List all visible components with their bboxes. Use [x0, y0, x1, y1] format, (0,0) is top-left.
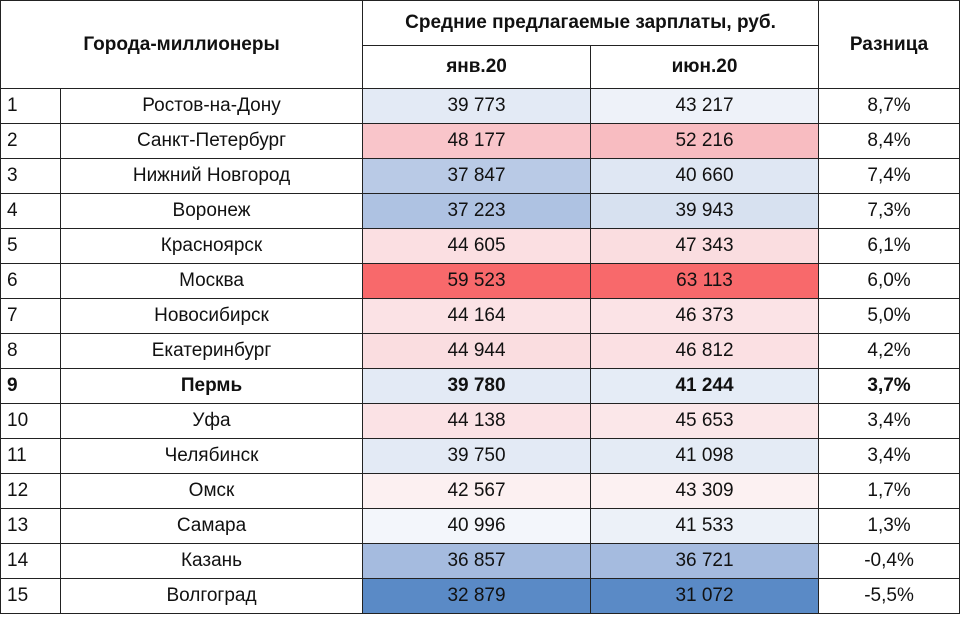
table-row: 1 Ростов-на-Дону 39 773 43 217 8,7%: [0, 88, 960, 124]
row-number: 12: [0, 473, 61, 509]
jun-salary: 43 217: [590, 88, 820, 124]
city-name: Пермь: [59, 368, 364, 404]
table-row: 4 Воронеж 37 223 39 943 7,3%: [0, 193, 960, 229]
jun-salary: 41 244: [590, 368, 820, 404]
difference-value: 1,7%: [818, 473, 960, 509]
jan-salary: 44 164: [362, 298, 592, 334]
difference-value: 8,4%: [818, 123, 960, 159]
difference-value: -5,5%: [818, 578, 960, 614]
city-name: Воронеж: [59, 193, 364, 229]
table-row: 3 Нижний Новгород 37 847 40 660 7,4%: [0, 158, 960, 194]
row-number: 8: [0, 333, 61, 369]
jan-salary: 36 857: [362, 543, 592, 579]
cities-header: Города-миллионеры: [0, 0, 364, 89]
row-number: 7: [0, 298, 61, 334]
table-row: 5 Красноярск 44 605 47 343 6,1%: [0, 228, 960, 264]
jun-salary: 41 098: [590, 438, 820, 474]
difference-value: 8,7%: [818, 88, 960, 124]
table-body: 1 Ростов-на-Дону 39 773 43 217 8,7% 2 Санкт-Пе…: [0, 88, 960, 614]
difference-value: 7,3%: [818, 193, 960, 229]
difference-value: 3,4%: [818, 403, 960, 439]
difference-value: 3,4%: [818, 438, 960, 474]
jan-salary: 42 567: [362, 473, 592, 509]
jan-salary: 40 996: [362, 508, 592, 544]
row-number: 5: [0, 228, 61, 264]
difference-value: 1,3%: [818, 508, 960, 544]
table-row: 2 Санкт-Петербург 48 177 52 216 8,4%: [0, 123, 960, 159]
jan-salary: 44 605: [362, 228, 592, 264]
salaries-header: Средние предлагаемые зарплаты, руб.: [362, 0, 820, 46]
table-row: 15 Волгоград 32 879 31 072 -5,5%: [0, 578, 960, 614]
jan-salary: 39 750: [362, 438, 592, 474]
jun-salary: 43 309: [590, 473, 820, 509]
difference-value: 3,7%: [818, 368, 960, 404]
city-name: Казань: [59, 543, 364, 579]
jan-salary: 37 223: [362, 193, 592, 229]
jun-salary: 45 653: [590, 403, 820, 439]
row-number: 13: [0, 508, 61, 544]
row-number: 15: [0, 578, 61, 614]
city-name: Уфа: [59, 403, 364, 439]
row-number: 14: [0, 543, 61, 579]
jun-salary: 36 721: [590, 543, 820, 579]
salary-table: Города-миллионеры Средние предлагаемые з…: [0, 0, 960, 614]
difference-value: -0,4%: [818, 543, 960, 579]
jan-salary: 48 177: [362, 123, 592, 159]
row-number: 3: [0, 158, 61, 194]
jun-salary: 46 373: [590, 298, 820, 334]
table-row: 6 Москва 59 523 63 113 6,0%: [0, 263, 960, 299]
jun-salary: 31 072: [590, 578, 820, 614]
row-number: 9: [0, 368, 61, 404]
city-name: Волгоград: [59, 578, 364, 614]
city-name: Красноярск: [59, 228, 364, 264]
jan-header: янв.20: [362, 45, 592, 89]
table-row: 8 Екатеринбург 44 944 46 812 4,2%: [0, 333, 960, 369]
jun-salary: 47 343: [590, 228, 820, 264]
city-name: Ростов-на-Дону: [59, 88, 364, 124]
jun-salary: 41 533: [590, 508, 820, 544]
table-row: 7 Новосибирск 44 164 46 373 5,0%: [0, 298, 960, 334]
row-number: 4: [0, 193, 61, 229]
jun-salary: 39 943: [590, 193, 820, 229]
difference-value: 7,4%: [818, 158, 960, 194]
row-number: 11: [0, 438, 61, 474]
jun-salary: 46 812: [590, 333, 820, 369]
city-name: Омск: [59, 473, 364, 509]
jun-salary: 52 216: [590, 123, 820, 159]
jan-salary: 39 773: [362, 88, 592, 124]
difference-value: 6,1%: [818, 228, 960, 264]
city-name: Нижний Новгород: [59, 158, 364, 194]
jan-salary: 37 847: [362, 158, 592, 194]
row-number: 1: [0, 88, 61, 124]
jan-salary: 44 138: [362, 403, 592, 439]
table-row: 10 Уфа 44 138 45 653 3,4%: [0, 403, 960, 439]
row-number: 10: [0, 403, 61, 439]
city-name: Санкт-Петербург: [59, 123, 364, 159]
row-number: 2: [0, 123, 61, 159]
row-number: 6: [0, 263, 61, 299]
jan-salary: 44 944: [362, 333, 592, 369]
table-row: 14 Казань 36 857 36 721 -0,4%: [0, 543, 960, 579]
jun-header: июн.20: [590, 45, 820, 89]
difference-value: 5,0%: [818, 298, 960, 334]
jan-salary: 39 780: [362, 368, 592, 404]
jan-salary: 59 523: [362, 263, 592, 299]
difference-value: 6,0%: [818, 263, 960, 299]
city-name: Самара: [59, 508, 364, 544]
jun-salary: 40 660: [590, 158, 820, 194]
table-row: 9 Пермь 39 780 41 244 3,7%: [0, 368, 960, 404]
table-row: 13 Самара 40 996 41 533 1,3%: [0, 508, 960, 544]
city-name: Екатеринбург: [59, 333, 364, 369]
table-row: 11 Челябинск 39 750 41 098 3,4%: [0, 438, 960, 474]
difference-value: 4,2%: [818, 333, 960, 369]
jan-salary: 32 879: [362, 578, 592, 614]
city-name: Москва: [59, 263, 364, 299]
table-row: 12 Омск 42 567 43 309 1,7%: [0, 473, 960, 509]
city-name: Челябинск: [59, 438, 364, 474]
city-name: Новосибирск: [59, 298, 364, 334]
difference-header: Разница: [818, 0, 960, 89]
jun-salary: 63 113: [590, 263, 820, 299]
